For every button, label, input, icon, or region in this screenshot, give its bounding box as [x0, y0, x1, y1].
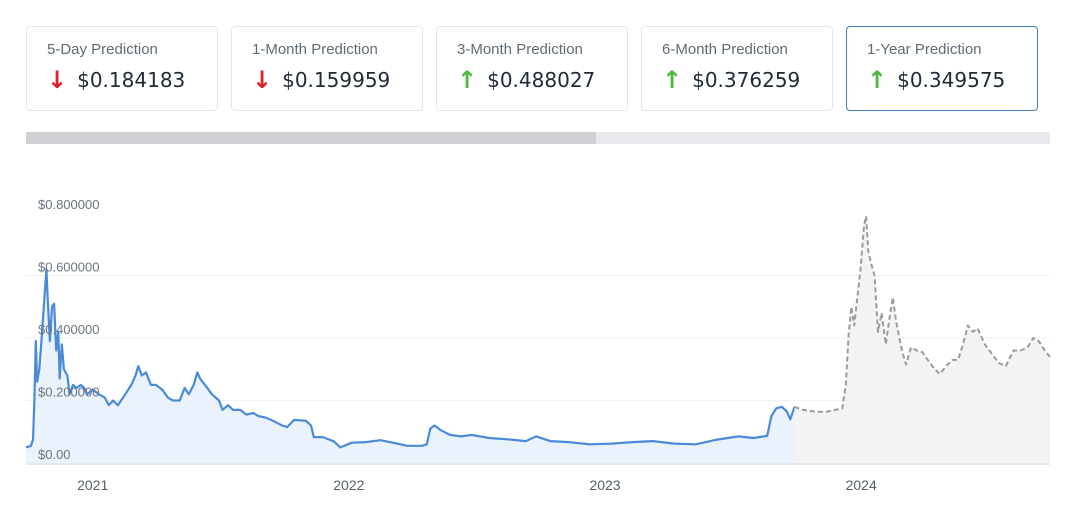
- scrollbar-thumb[interactable]: [26, 132, 597, 144]
- historical-area: [26, 269, 795, 463]
- card-label: 5-Day Prediction: [47, 41, 158, 58]
- arrow-up-icon: ↑: [662, 66, 683, 94]
- card-5-day[interactable]: 5-Day Prediction ↓ $0.184183: [26, 26, 218, 111]
- arrow-down-icon: ↓: [252, 66, 273, 94]
- x-tick-label: 2021: [77, 477, 108, 493]
- card-label: 3-Month Prediction: [457, 41, 583, 58]
- card-value: $0.488027: [487, 68, 596, 92]
- card-6-month[interactable]: 6-Month Prediction ↑ $0.376259: [641, 26, 833, 111]
- card-label: 1-Year Prediction: [867, 41, 982, 58]
- chart-scrollbar[interactable]: [26, 132, 1050, 144]
- card-value: $0.349575: [897, 68, 1006, 92]
- card-1-year[interactable]: 1-Year Prediction ↑ $0.349575: [846, 26, 1038, 111]
- x-tick-label: 2022: [333, 477, 364, 493]
- card-3-month[interactable]: 3-Month Prediction ↑ $0.488027: [436, 26, 628, 111]
- prediction-area: [794, 216, 1050, 463]
- card-value: $0.184183: [77, 68, 186, 92]
- arrow-up-icon: ↑: [867, 66, 888, 94]
- y-tick-label: $0.00: [38, 447, 71, 462]
- card-label: 1-Month Prediction: [252, 41, 378, 58]
- y-tick-label: $0.400000: [38, 322, 99, 337]
- card-value: $0.376259: [692, 68, 801, 92]
- card-1-month[interactable]: 1-Month Prediction ↓ $0.159959: [231, 26, 423, 111]
- y-tick-label: $0.200000: [38, 385, 99, 400]
- y-tick-label: $0.800000: [38, 197, 99, 212]
- y-tick-label: $0.600000: [38, 260, 99, 275]
- card-label: 6-Month Prediction: [662, 41, 788, 58]
- arrow-down-icon: ↓: [47, 66, 68, 94]
- card-value: $0.159959: [282, 68, 391, 92]
- x-tick-label: 2023: [589, 477, 620, 493]
- prediction-cards: 5-Day Prediction ↓ $0.184183 1-Month Predi…: [26, 26, 1038, 111]
- historical-line: [25, 268, 796, 449]
- arrow-up-icon: ↑: [457, 66, 478, 94]
- x-tick-label: 2024: [846, 477, 877, 493]
- prediction-line: [794, 215, 1051, 414]
